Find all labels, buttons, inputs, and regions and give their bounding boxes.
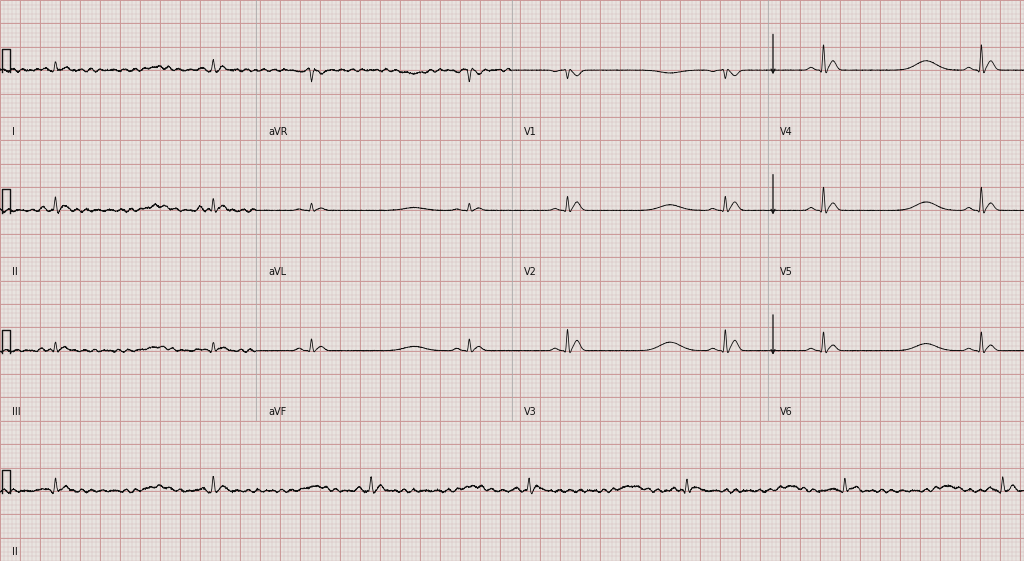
Text: aVL: aVL (268, 267, 286, 277)
Text: V2: V2 (524, 267, 537, 277)
Text: II: II (12, 267, 17, 277)
Text: V1: V1 (524, 127, 537, 137)
Text: V3: V3 (524, 407, 537, 417)
Text: aVF: aVF (268, 407, 287, 417)
Text: V5: V5 (780, 267, 793, 277)
Text: aVR: aVR (268, 127, 288, 137)
Text: V4: V4 (780, 127, 793, 137)
Text: II: II (12, 548, 17, 558)
Text: V6: V6 (780, 407, 793, 417)
Text: I: I (12, 127, 15, 137)
Text: III: III (12, 407, 20, 417)
